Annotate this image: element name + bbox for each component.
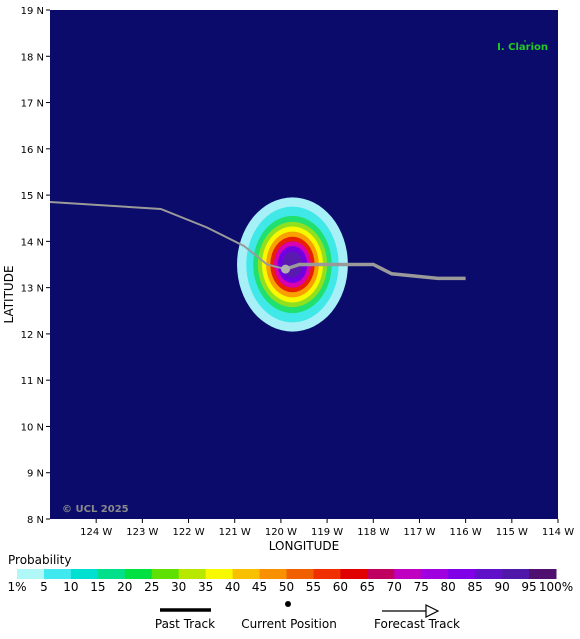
- legend-tick-label: 60: [333, 580, 348, 594]
- legend-color-swatch: [340, 569, 368, 579]
- lat-tick-label: 10 N: [21, 422, 44, 433]
- lat-tick-label: 14 N: [21, 237, 44, 248]
- y-axis-label: LATITUDE: [2, 265, 16, 323]
- legend-color-swatch: [43, 569, 72, 579]
- current-position-key-dot: [285, 601, 291, 607]
- legend-color-swatch: [70, 569, 99, 579]
- lat-tick-label: 13 N: [21, 284, 44, 295]
- current-position-label: Current Position: [241, 617, 337, 631]
- lat-tick-label: 18 N: [21, 52, 44, 63]
- legend-tick-label: 45: [252, 580, 267, 594]
- legend-tick-label: 35: [198, 580, 213, 594]
- legend-tick-label: 95: [521, 580, 536, 594]
- legend-color-swatch: [151, 569, 180, 579]
- legend-color-swatch: [178, 569, 207, 579]
- legend-color-swatch: [448, 569, 476, 579]
- lon-tick-label: 116 W: [450, 527, 482, 538]
- lat-tick-label: 16 N: [21, 145, 44, 156]
- past-track-line: [49, 201, 286, 271]
- forecast-track-arrowhead: [425, 604, 440, 618]
- legend-color-swatch: [17, 569, 45, 579]
- lon-tick-label: 117 W: [403, 527, 435, 538]
- lon-tick-label: 118 W: [357, 527, 389, 538]
- legend-tick-label: 40: [225, 580, 240, 594]
- current-position-marker: [281, 264, 291, 274]
- legend-tick-label: 25: [144, 580, 159, 594]
- legend-title: Probability: [8, 553, 71, 567]
- legend-tick-label: 30: [171, 580, 186, 594]
- legend-color-swatch: [475, 569, 503, 579]
- lat-tick-label: 17 N: [21, 99, 44, 110]
- forecast-track-label: Forecast Track: [374, 617, 460, 631]
- legend-color-swatch: [529, 569, 557, 579]
- lat-tick-label: 11 N: [21, 376, 44, 387]
- legend-color-swatch: [313, 569, 341, 579]
- lon-tick-label: 123 W: [126, 527, 158, 538]
- legend-color-swatch: [286, 569, 314, 579]
- legend-tick-label: 15: [90, 580, 105, 594]
- legend-color-swatch: [502, 569, 530, 579]
- lat-tick-label: 8 N: [27, 515, 44, 526]
- lat-tick-label: 12 N: [21, 330, 44, 341]
- lon-tick-label: 115 W: [496, 527, 528, 538]
- legend-tick-label: 70: [387, 580, 402, 594]
- legend-color-swatch: [259, 569, 287, 579]
- x-axis-label: LONGITUDE: [269, 539, 339, 553]
- legend-tick-label: 5: [40, 580, 48, 594]
- legend-tick-label: 100%: [539, 580, 573, 594]
- legend-color-swatch: [421, 569, 449, 579]
- legend-tick-label: 75: [414, 580, 429, 594]
- legend-tick-label: 1%: [7, 580, 26, 594]
- legend-color-swatch: [97, 569, 126, 579]
- lon-tick-label: 124 W: [80, 527, 112, 538]
- legend-tick-label: 50: [279, 580, 294, 594]
- island-marker: [524, 40, 526, 42]
- lon-tick-label: 121 W: [219, 527, 251, 538]
- legend-tick-label: 65: [360, 580, 375, 594]
- lat-tick-label: 19 N: [21, 6, 44, 17]
- island-label: I. Clarion: [497, 42, 548, 53]
- legend-tick-label: 90: [494, 580, 509, 594]
- legend-tick-label: 55: [306, 580, 321, 594]
- lat-tick-label: 9 N: [27, 469, 44, 480]
- lon-tick-label: 119 W: [311, 527, 343, 538]
- legend-color-swatch: [232, 569, 261, 579]
- lon-tick-label: 122 W: [172, 527, 204, 538]
- legend-tick-label: 20: [117, 580, 132, 594]
- legend-color-swatch: [367, 569, 395, 579]
- lon-tick-label: 114 W: [542, 527, 574, 538]
- legend-tick-label: 80: [441, 580, 456, 594]
- past-track-label: Past Track: [155, 617, 215, 631]
- lat-tick-label: 15 N: [21, 191, 44, 202]
- legend-color-swatch: [205, 569, 234, 579]
- legend-tick-label: 85: [468, 580, 483, 594]
- copyright-text: © UCL 2025: [62, 504, 129, 515]
- legend-tick-label: 10: [63, 580, 78, 594]
- forecast-track-line: [284, 262, 466, 281]
- legend-color-swatch: [124, 569, 153, 579]
- legend-color-swatch: [394, 569, 422, 579]
- lon-tick-label: 120 W: [265, 527, 297, 538]
